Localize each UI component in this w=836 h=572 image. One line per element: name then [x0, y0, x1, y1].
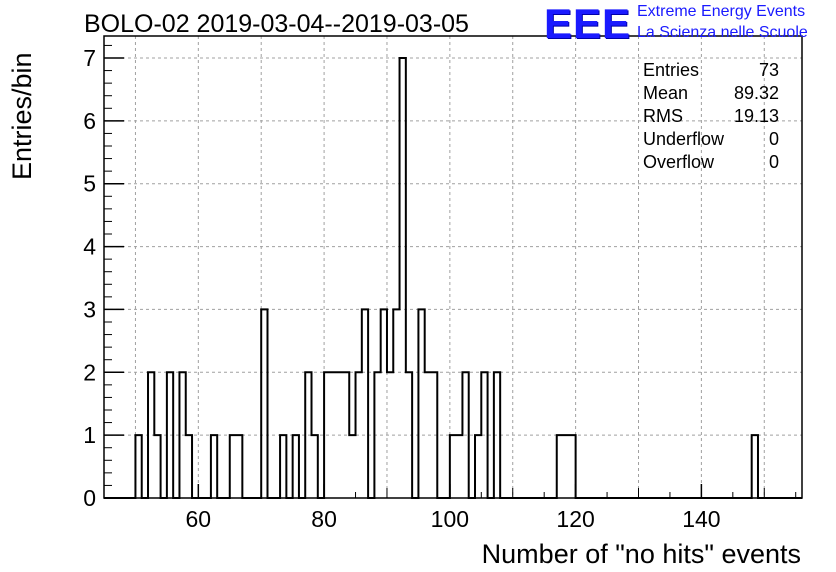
x-tick-label: 80: [311, 506, 337, 532]
chart-title: BOLO-02 2019-03-04--2019-03-05: [84, 10, 469, 38]
y-tick-label: 0: [83, 485, 96, 511]
y-tick-label: 4: [83, 234, 96, 260]
x-tick-label: 100: [431, 506, 469, 532]
axis-ticks: 60 80 100 120 140 0 1 2 3 4 5 6 7: [83, 44, 797, 532]
y-tick-label: 5: [83, 171, 96, 197]
x-tick-label: 120: [556, 506, 594, 532]
y-tick-label: 7: [83, 45, 96, 71]
histogram-bin: [563, 435, 569, 498]
stat-label-entries: Entries: [643, 60, 700, 80]
y-tick-label: 6: [83, 108, 96, 134]
stat-label-rms: RMS: [643, 106, 683, 126]
x-tick-label: 60: [186, 506, 212, 532]
y-tick-label: 2: [83, 359, 96, 385]
histogram-bin: [349, 435, 355, 498]
grid-lines: [104, 36, 802, 498]
stat-value-mean: 89.32: [733, 83, 779, 103]
x-axis-label: Number of "no hits" events: [482, 539, 801, 569]
histogram-outline: [104, 57, 802, 499]
stat-label-underflow: Underflow: [643, 129, 725, 149]
plot-frame: [103, 35, 803, 499]
histogram-bin: [456, 435, 462, 498]
stat-value-rms: 19.13: [733, 106, 779, 126]
x-tick-label: 140: [682, 506, 720, 532]
stat-label-overflow: Overflow: [643, 152, 715, 172]
y-tick-label: 1: [83, 422, 96, 448]
stat-value-entries: 73: [758, 60, 779, 80]
stat-label-mean: Mean: [643, 83, 689, 103]
y-tick-label: 3: [83, 296, 96, 322]
logo-line-2: La Scienza nelle Scuole: [637, 24, 808, 41]
stat-value-underflow: 0: [768, 129, 779, 149]
eee-logo: EEE: [544, 0, 632, 47]
logo-line-1: Extreme Energy Events: [637, 3, 806, 20]
stat-value-overflow: 0: [768, 152, 779, 172]
y-axis-label: Entries/bin: [7, 52, 37, 180]
